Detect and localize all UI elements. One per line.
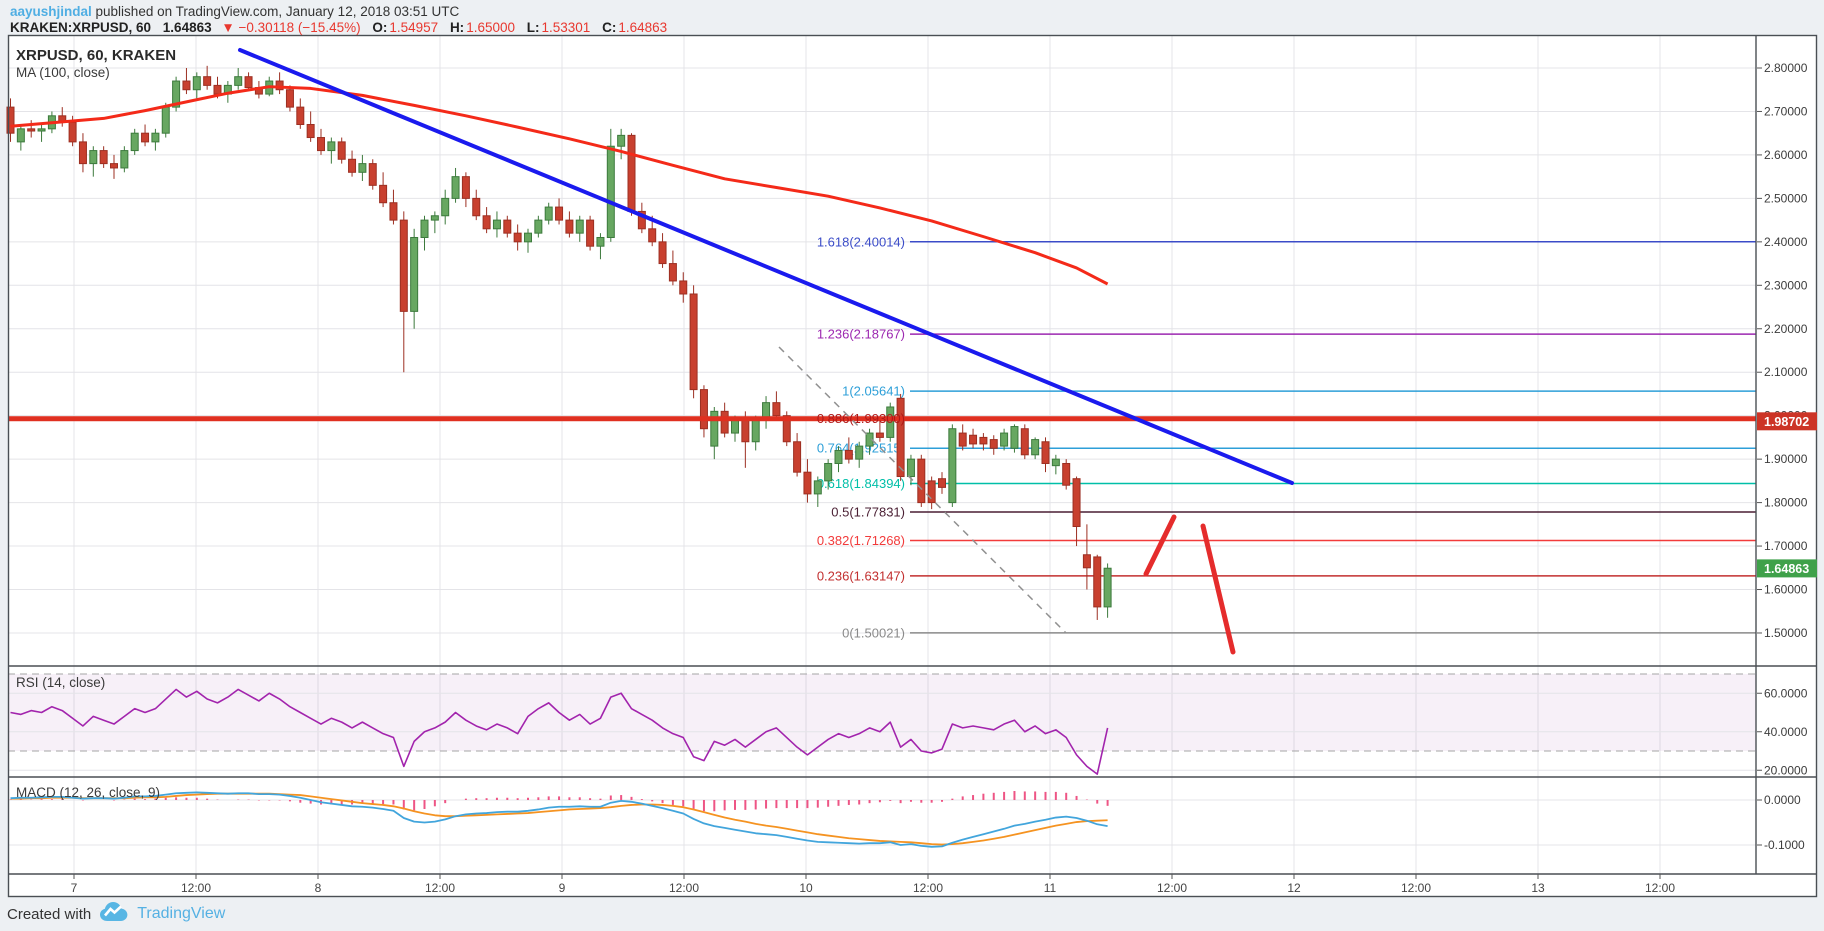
svg-text:1.64863: 1.64863 bbox=[1764, 562, 1809, 576]
svg-text:2.30000: 2.30000 bbox=[1764, 278, 1808, 292]
price-change: ▼ −0.30118 (−15.45%) bbox=[221, 20, 361, 35]
svg-text:2.10000: 2.10000 bbox=[1764, 365, 1808, 379]
svg-text:2.50000: 2.50000 bbox=[1764, 191, 1808, 205]
svg-text:60.0000: 60.0000 bbox=[1764, 686, 1808, 700]
svg-text:1.60000: 1.60000 bbox=[1764, 583, 1808, 597]
svg-text:2.40000: 2.40000 bbox=[1764, 235, 1808, 249]
footer: Created with TradingView bbox=[7, 900, 225, 928]
svg-text:12:00: 12:00 bbox=[913, 881, 943, 895]
svg-text:12:00: 12:00 bbox=[1157, 881, 1187, 895]
rsi-indicator-label: RSI (14, close) bbox=[16, 675, 106, 690]
svg-text:40.0000: 40.0000 bbox=[1764, 725, 1808, 739]
svg-text:2.20000: 2.20000 bbox=[1764, 322, 1808, 336]
svg-text:1(2.05641): 1(2.05641) bbox=[842, 384, 905, 399]
tradingview-logo-icon bbox=[99, 901, 129, 928]
low-value: 1.53301 bbox=[541, 20, 591, 35]
svg-text:1.80000: 1.80000 bbox=[1764, 496, 1808, 510]
symbol-info-bar: KRAKEN:XRPUSD, 60 1.64863 ▼ −0.30118 (−1… bbox=[10, 20, 667, 35]
svg-text:1.90000: 1.90000 bbox=[1764, 452, 1808, 466]
svg-text:20.0000: 20.0000 bbox=[1764, 763, 1808, 777]
svg-text:12: 12 bbox=[1287, 881, 1301, 895]
chart-title: XRPUSD, 60, KRAKEN bbox=[16, 47, 177, 64]
publish-text: published on TradingView.com, January 12… bbox=[91, 4, 460, 19]
tradingview-brand: TradingView bbox=[137, 905, 226, 922]
svg-text:8: 8 bbox=[315, 881, 322, 895]
svg-text:0.236(1.63147): 0.236(1.63147) bbox=[817, 568, 905, 583]
svg-text:12:00: 12:00 bbox=[1401, 881, 1431, 895]
symbol-label: KRAKEN:XRPUSD, 60 bbox=[10, 20, 152, 35]
high-label: H: bbox=[449, 20, 465, 35]
svg-text:-0.1000: -0.1000 bbox=[1764, 838, 1805, 852]
created-with-text: Created with bbox=[7, 905, 92, 923]
close-label: C: bbox=[602, 20, 617, 35]
svg-text:1.98702: 1.98702 bbox=[1764, 415, 1809, 429]
svg-text:2.80000: 2.80000 bbox=[1764, 61, 1808, 75]
macd-indicator-label: MACD (12, 26, close, 9) bbox=[16, 785, 161, 800]
svg-text:0(1.50021): 0(1.50021) bbox=[842, 625, 905, 640]
svg-text:0.5(1.77831): 0.5(1.77831) bbox=[831, 505, 905, 520]
svg-text:0.886(1.99300): 0.886(1.99300) bbox=[817, 411, 905, 426]
low-label: L: bbox=[526, 20, 540, 35]
svg-text:10: 10 bbox=[799, 881, 813, 895]
high-value: 1.65000 bbox=[466, 20, 515, 35]
svg-text:13: 13 bbox=[1531, 881, 1545, 895]
svg-text:1.618(2.40014): 1.618(2.40014) bbox=[817, 234, 905, 249]
last-price: 1.64863 bbox=[162, 20, 212, 35]
svg-text:12:00: 12:00 bbox=[1645, 881, 1675, 895]
svg-text:1.70000: 1.70000 bbox=[1764, 539, 1808, 553]
svg-text:11: 11 bbox=[1044, 881, 1057, 895]
svg-text:9: 9 bbox=[559, 881, 566, 895]
svg-text:0.382(1.71268): 0.382(1.71268) bbox=[817, 533, 905, 548]
svg-text:0.0000: 0.0000 bbox=[1764, 793, 1801, 807]
svg-text:0.618(1.84394): 0.618(1.84394) bbox=[817, 476, 905, 491]
svg-text:1.50000: 1.50000 bbox=[1764, 626, 1808, 640]
publish-info: aayushjindal published on TradingView.co… bbox=[10, 4, 459, 19]
close-value: 1.64863 bbox=[618, 20, 668, 35]
svg-text:12:00: 12:00 bbox=[181, 881, 211, 895]
svg-text:12:00: 12:00 bbox=[425, 881, 455, 895]
svg-text:2.60000: 2.60000 bbox=[1764, 148, 1808, 162]
svg-text:12:00: 12:00 bbox=[669, 881, 699, 895]
svg-text:1.236(2.18767): 1.236(2.18767) bbox=[817, 327, 905, 342]
ma-indicator-label: MA (100, close) bbox=[16, 65, 110, 80]
open-label: O: bbox=[372, 20, 388, 35]
author-name: aayushjindal bbox=[10, 4, 92, 19]
svg-text:7: 7 bbox=[71, 881, 78, 895]
open-value: 1.54957 bbox=[389, 20, 439, 35]
svg-text:2.70000: 2.70000 bbox=[1764, 104, 1808, 118]
